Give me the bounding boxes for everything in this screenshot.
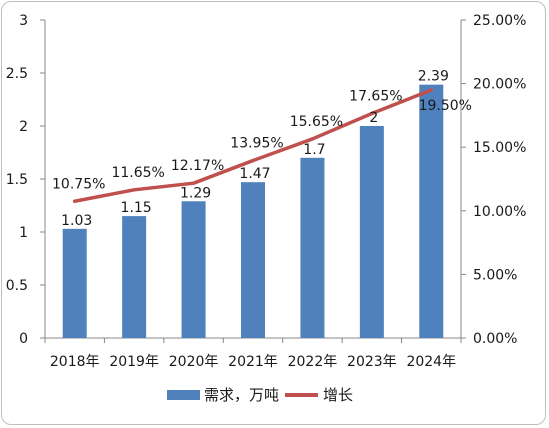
x-tick-label: 2022年 xyxy=(288,354,338,370)
legend-swatch-demand xyxy=(167,390,200,400)
x-tick-label: 2021年 xyxy=(228,354,278,370)
growth-point xyxy=(251,159,255,163)
bar-value-label: 2.39 xyxy=(418,69,449,85)
left-tick-label: 0.5 xyxy=(6,278,28,294)
legend-label-growth: 增长 xyxy=(323,386,353,404)
data-labels: 1.03 1.15 1.29 1.47 1.7 2 2.39 10.75% 11.65% 12.1… xyxy=(52,69,472,229)
right-tick-label: 10.00% xyxy=(473,204,526,220)
line-value-label: 12.17% xyxy=(171,158,224,174)
axes: 0 0.5 1 1.5 2 2.5 3 0.00% 5.00% 10.00% 15.00% 20.00… xyxy=(6,13,527,370)
left-tick-label: 2 xyxy=(19,119,28,135)
x-tick-label: 2023年 xyxy=(347,354,397,370)
line-value-label: 15.65% xyxy=(290,114,343,130)
left-tick-label: 1 xyxy=(19,225,28,241)
legend-label-demand: 需求，万吨 xyxy=(204,386,279,404)
line-value-label: 10.75% xyxy=(52,176,105,192)
x-tick-label: 2020年 xyxy=(169,354,219,370)
bar xyxy=(122,216,147,338)
bar xyxy=(62,228,87,338)
right-tick-label: 0.00% xyxy=(473,331,517,347)
growth-point xyxy=(370,111,374,115)
bar-value-label: 1.47 xyxy=(239,166,270,182)
x-tick-label: 2024年 xyxy=(406,354,456,370)
growth-point xyxy=(132,188,136,192)
right-tick-label: 5.00% xyxy=(473,267,517,283)
bar-series xyxy=(62,84,444,338)
bar-value-label: 1.7 xyxy=(303,142,325,158)
growth-point xyxy=(73,199,77,203)
line-value-label: 17.65% xyxy=(349,88,402,104)
bar xyxy=(241,182,265,338)
right-tick-label: 15.00% xyxy=(473,140,526,156)
line-series xyxy=(72,88,434,204)
bar xyxy=(419,84,444,338)
line-value-label: 11.65% xyxy=(111,165,164,181)
right-tick-label: 25.00% xyxy=(473,13,526,29)
bar-value-label: 2 xyxy=(369,110,378,126)
x-tick-label: 2019年 xyxy=(109,354,159,370)
left-tick-label: 0 xyxy=(19,331,28,347)
right-tick-label: 20.00% xyxy=(473,77,526,93)
bar xyxy=(300,157,325,338)
bar xyxy=(359,126,384,338)
left-tick-label: 1.5 xyxy=(6,172,28,188)
bar-value-label: 1.03 xyxy=(61,213,92,229)
growth-point xyxy=(310,137,314,141)
left-tick-label: 3 xyxy=(19,13,28,29)
x-tick-label: 2018年 xyxy=(50,354,100,370)
bar-value-label: 1.29 xyxy=(180,185,211,201)
line-value-label: 19.50% xyxy=(419,98,472,114)
bar xyxy=(181,201,206,338)
growth-point xyxy=(429,88,433,92)
line-value-label: 13.95% xyxy=(230,136,283,152)
growth-point xyxy=(192,181,196,185)
left-tick-label: 2.5 xyxy=(6,66,28,82)
bar-value-label: 1.15 xyxy=(121,200,152,216)
legend: 需求，万吨 增长 xyxy=(167,386,353,404)
